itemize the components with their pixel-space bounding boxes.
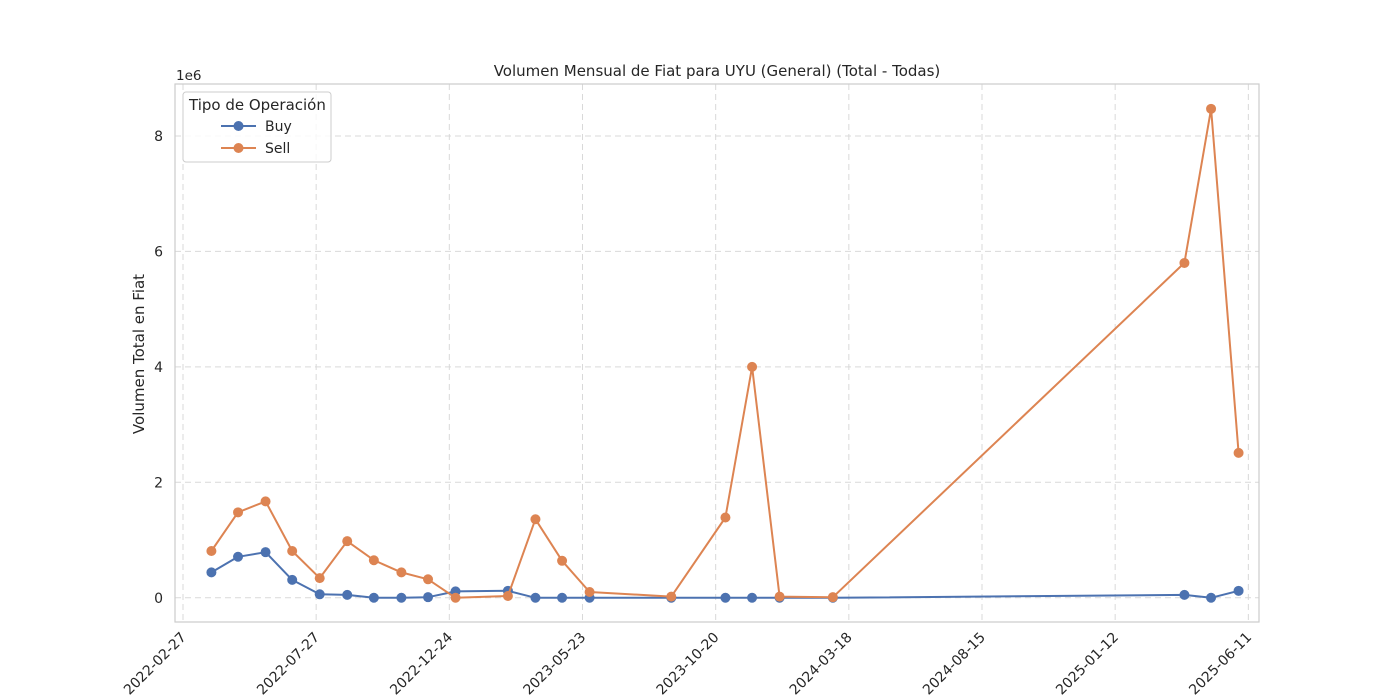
x-tick-label: 2025-01-12 [1053, 630, 1122, 699]
legend-label-sell: Sell [265, 141, 290, 157]
data-point-sell [557, 555, 568, 566]
data-point-sell [584, 586, 595, 597]
data-point-sell [233, 507, 244, 518]
data-point-buy [1233, 585, 1244, 596]
x-tick-label: 2022-02-27 [121, 630, 190, 699]
x-tick-label: 2022-07-27 [254, 630, 323, 699]
data-point-sell [342, 536, 353, 547]
x-tick-label: 2024-08-15 [920, 630, 989, 699]
legend-box [182, 91, 332, 163]
y-tick-label: 8 [154, 129, 163, 145]
data-point-sell [774, 591, 785, 602]
data-point-buy [314, 589, 325, 600]
x-tick-label: 2025-06-11 [1186, 630, 1255, 699]
data-point-sell [287, 545, 298, 556]
series-line-sell [210, 107, 1240, 599]
data-point-sell [423, 574, 434, 585]
series-line-buy [210, 551, 1239, 599]
data-point-sell [1233, 447, 1244, 458]
data-point-buy [260, 547, 271, 558]
data-point-sell [502, 591, 513, 602]
chart-title: Volumen Mensual de Fiat para UYU (Genera… [494, 62, 941, 80]
data-point-buy [557, 592, 568, 603]
data-point-sell [1179, 257, 1190, 268]
data-point-buy [1179, 589, 1190, 600]
data-point-buy [1206, 592, 1217, 603]
series-buy [206, 547, 1244, 603]
data-point-sell [396, 567, 407, 578]
data-point-sell [827, 592, 838, 603]
data-point-sell [206, 545, 217, 556]
y-tick-labels: 0 2 4 6 8 [154, 129, 163, 607]
data-point-buy [747, 592, 758, 603]
y-tick-label: 0 [154, 591, 163, 607]
plot-frame [174, 83, 1260, 623]
data-point-buy [720, 592, 731, 603]
legend-marker-sell [233, 143, 244, 153]
data-point-sell [450, 592, 461, 603]
legend-marker-buy [233, 121, 244, 131]
data-point-buy [233, 551, 244, 562]
legend-title: Tipo de Operación [188, 96, 326, 114]
grid [175, 84, 1259, 622]
data-point-sell [1206, 103, 1217, 114]
y-tick-label: 4 [154, 360, 163, 376]
data-point-buy [342, 589, 353, 600]
data-point-buy [530, 592, 541, 603]
x-tick-label: 2023-10-20 [654, 630, 723, 699]
series-sell [206, 103, 1244, 603]
y-axis-label: Volumen Total en Fiat [130, 274, 148, 434]
data-point-sell [368, 555, 379, 566]
x-tick-label: 2024-03-18 [787, 630, 856, 699]
data-point-sell [530, 514, 541, 525]
x-tick-label: 2023-05-23 [520, 630, 589, 699]
legend-item-sell: Sell [221, 141, 290, 157]
y-tick-label: 2 [154, 475, 163, 491]
data-point-buy [368, 592, 379, 603]
series-layer [206, 103, 1244, 603]
data-point-sell [666, 591, 677, 602]
data-point-sell [747, 361, 758, 372]
legend-label-buy: Buy [265, 119, 292, 135]
x-tick-label: 2022-12-24 [387, 629, 456, 698]
data-point-buy [423, 592, 434, 603]
data-point-buy [396, 592, 407, 603]
data-point-buy [206, 567, 217, 578]
data-point-sell [720, 512, 731, 523]
y-offset-label: 1e6 [176, 68, 201, 84]
legend: Tipo de Operación Buy Sell [182, 91, 332, 163]
y-tick-label: 6 [154, 244, 163, 260]
legend-item-buy: Buy [221, 119, 292, 135]
data-point-sell [314, 573, 325, 584]
x-tick-labels: 2022-02-27 2022-07-27 2022-12-24 2023-05-23… [121, 629, 1255, 698]
data-point-buy [287, 574, 298, 585]
data-point-sell [260, 496, 271, 507]
